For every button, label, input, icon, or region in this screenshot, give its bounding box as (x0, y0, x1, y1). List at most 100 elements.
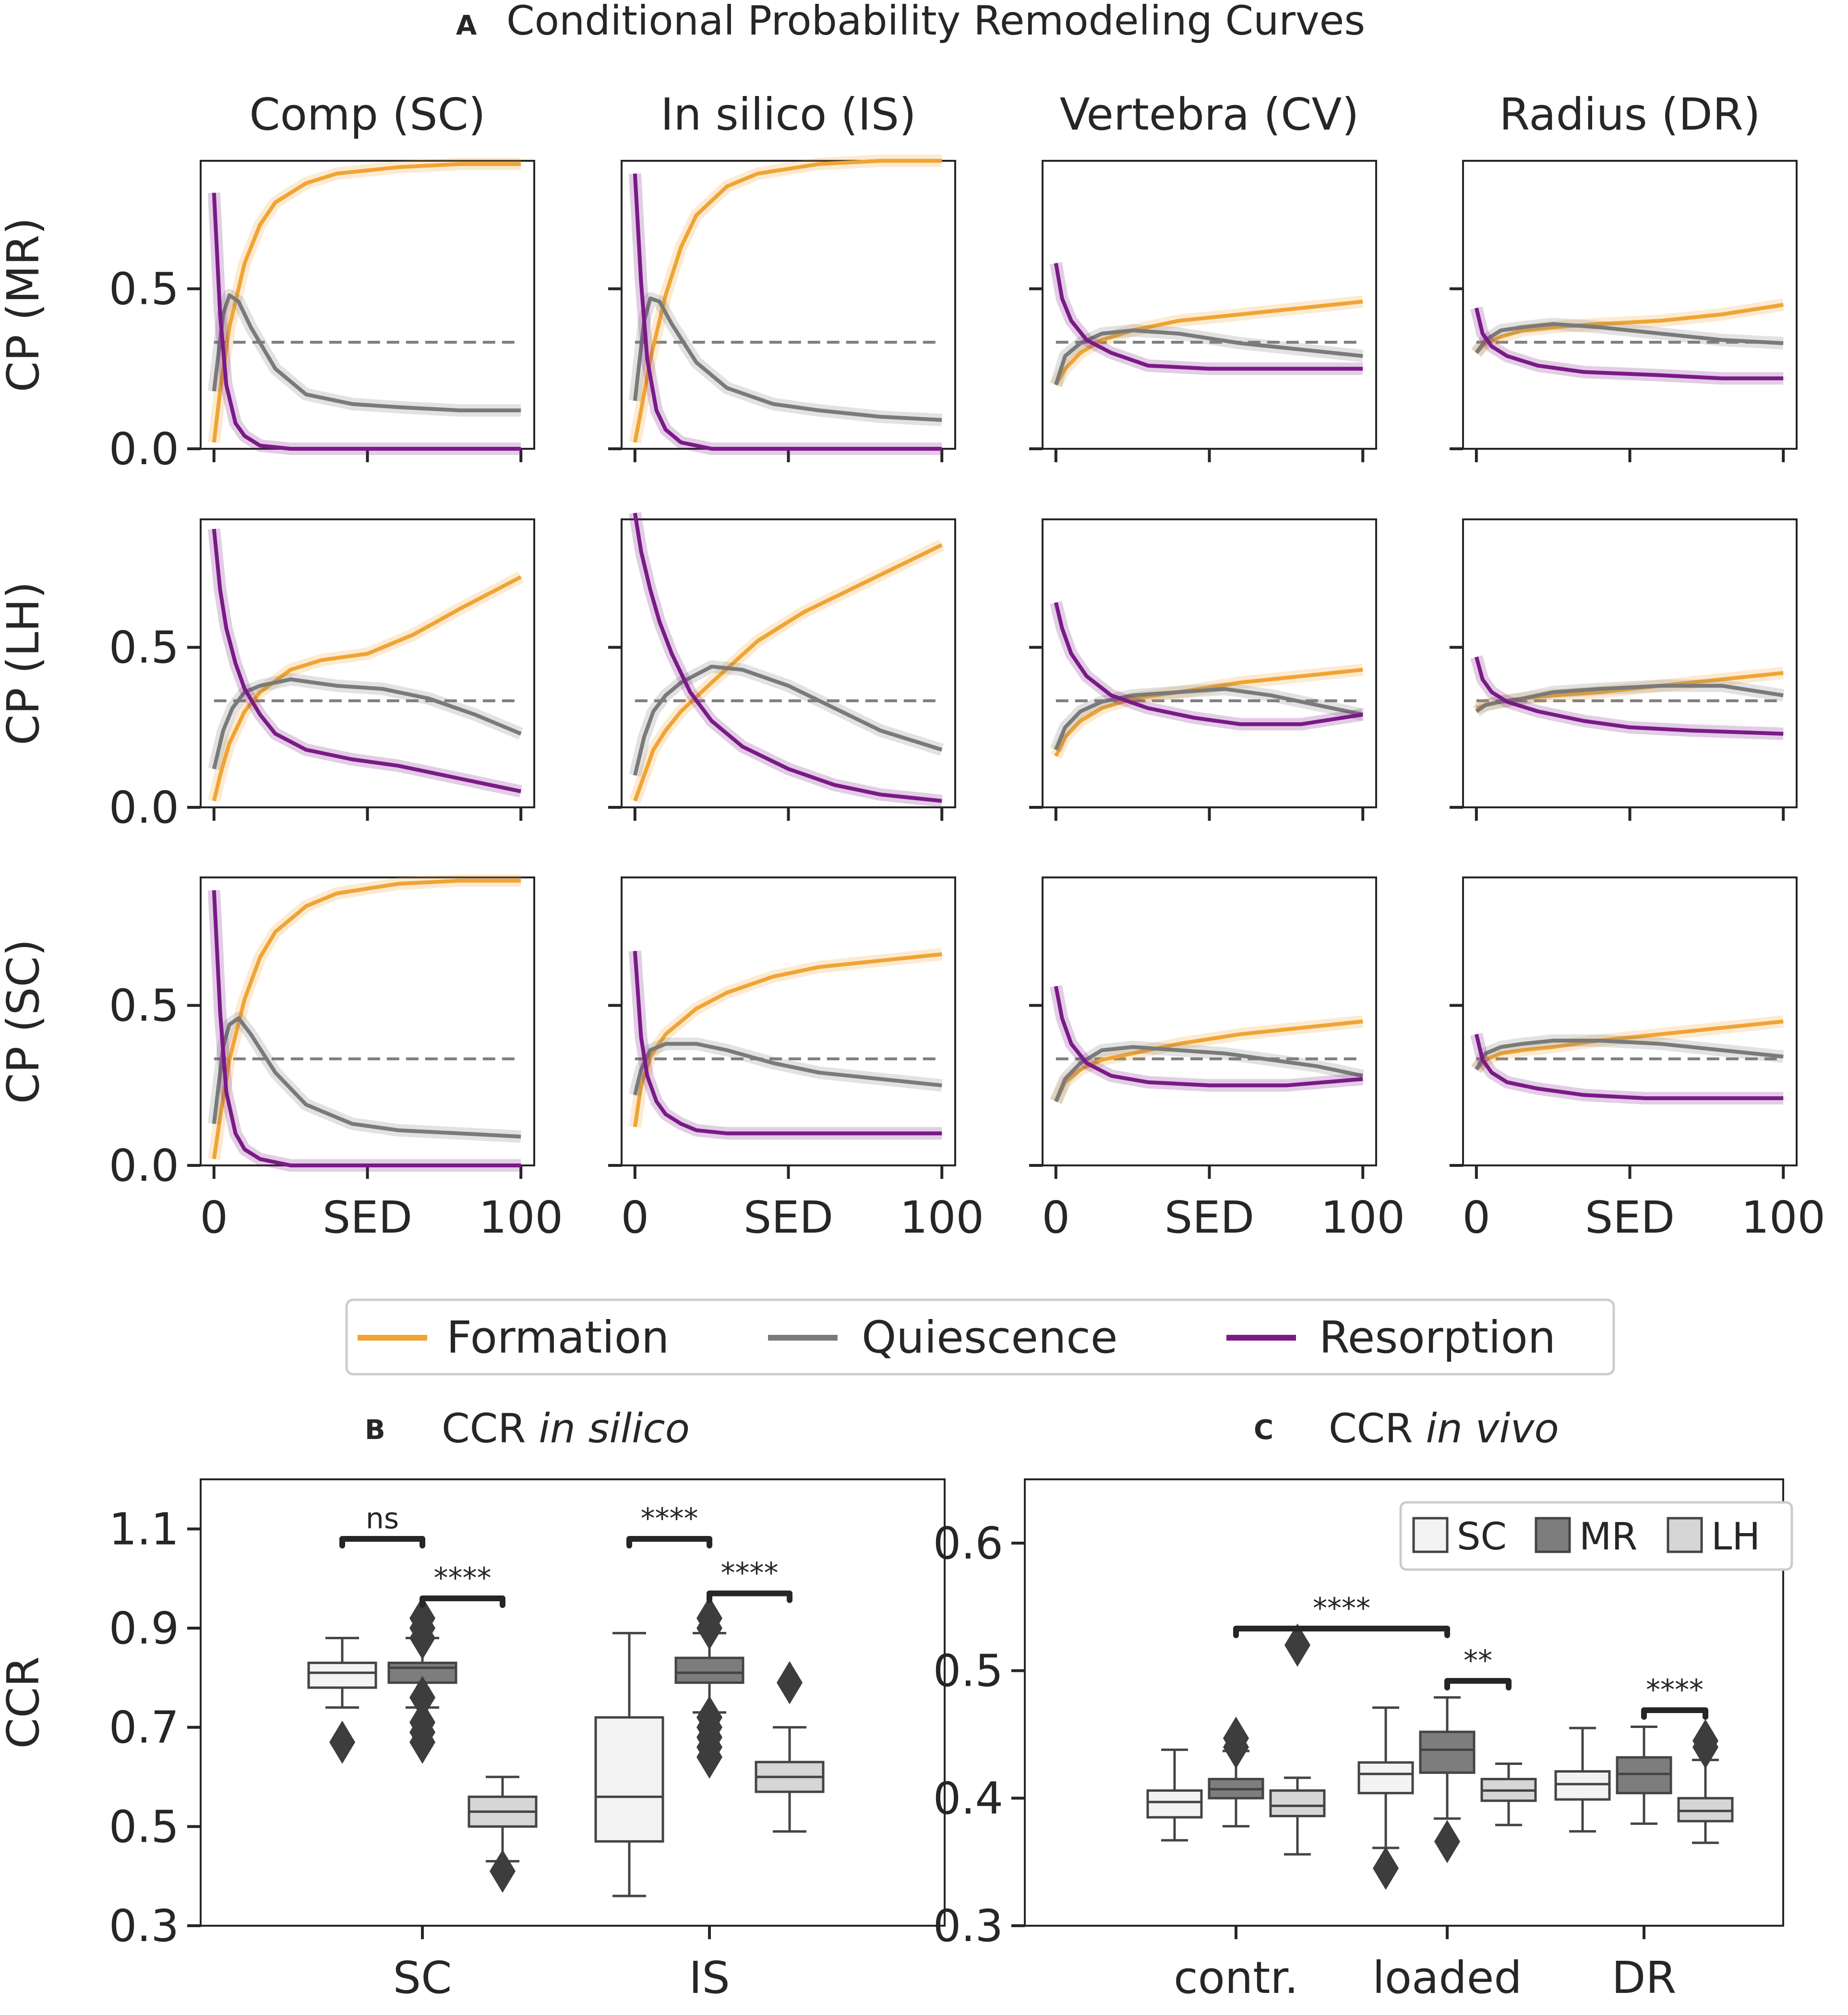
box-body (1357, 1761, 1414, 1795)
x-tick-label: SC (393, 1952, 452, 2003)
bracket-label: ns (366, 1502, 399, 1535)
quiescence-band (207, 289, 521, 417)
resorption-line (212, 890, 521, 1167)
y-tick-label: 0.5 (933, 1645, 1003, 1697)
box-body (307, 1661, 377, 1689)
box-body (674, 1656, 744, 1684)
subplot (608, 155, 956, 462)
x-tick-label: 0 (621, 1192, 649, 1243)
resorption-line (1474, 656, 1784, 736)
box-body (1269, 1789, 1326, 1817)
bracket-label: ** (1464, 1644, 1492, 1678)
box-body (1146, 1789, 1203, 1819)
box-DR-SC (1554, 1727, 1611, 1833)
panel-c-title: CCR in vivo (1329, 1405, 1559, 1452)
significance-bracket: **** (420, 1561, 505, 1608)
y-tick-label: 0.3 (109, 1900, 179, 1952)
box-contr.-SC (1146, 1748, 1203, 1842)
formation-line (633, 543, 943, 802)
flier (1373, 1847, 1399, 1890)
quiescence-line (633, 296, 942, 422)
x-tick-label: SED (323, 1192, 412, 1243)
x-tick-label: 100 (479, 1192, 563, 1243)
flier (1434, 1820, 1460, 1863)
x-tick-label: SED (1585, 1192, 1675, 1243)
subplot: 0.0 0.5 (109, 157, 535, 475)
x-tick-label: 0 (1042, 1192, 1070, 1243)
box-SC-SC (307, 1637, 377, 1764)
subplot: 0 SED 100 (1450, 876, 1825, 1243)
y-tick-label: 1.1 (109, 1503, 179, 1555)
resorption-line (633, 951, 942, 1136)
subplot (1450, 518, 1798, 821)
quiescence-line (1054, 1045, 1364, 1103)
resorption-line (1054, 985, 1363, 1088)
column-title: Vertebra (CV) (1060, 89, 1359, 140)
bracket-line (1444, 1678, 1512, 1691)
panel-c-letter: C (1254, 1415, 1273, 1446)
x-tick-label: SED (1164, 1192, 1254, 1243)
quiescence-line (1475, 1039, 1784, 1070)
significance-bracket: **** (1641, 1673, 1708, 1720)
flier (329, 1720, 355, 1764)
flier (696, 1596, 722, 1640)
panel-a-title: Conditional Probability Remodeling Curve… (506, 0, 1365, 44)
bracket-label: **** (1313, 1592, 1370, 1625)
legend-quiescence-label: Quiescence (862, 1312, 1118, 1363)
formation-line (633, 159, 942, 443)
subplot (1450, 160, 1798, 462)
panel-b-title-italic: in silico (539, 1405, 690, 1452)
resorption-band (628, 512, 943, 807)
flier (1284, 1623, 1310, 1667)
flier (1223, 1716, 1249, 1760)
quiescence-line (633, 664, 943, 776)
box-SC-LH (468, 1775, 538, 1893)
column-title: Comp (SC) (249, 89, 485, 140)
y-tick-label: 0.0 (109, 782, 179, 833)
box-body (1616, 1756, 1672, 1795)
flier (409, 1596, 435, 1640)
panel-a-letter: A (456, 10, 477, 41)
legend-label-sc: SC (1457, 1515, 1507, 1559)
formation-band (207, 874, 521, 1160)
box-SC-MR (387, 1596, 457, 1764)
x-tick-label: IS (689, 1952, 730, 2003)
subplot (1029, 160, 1377, 462)
box-loaded-SC (1357, 1706, 1414, 1890)
subplot-frame (1462, 518, 1798, 808)
flier (777, 1661, 803, 1704)
y-axis-label: CCR (0, 1656, 49, 1749)
row-label: CP (SC) (0, 939, 49, 1103)
bracket-line (1641, 1707, 1708, 1720)
y-tick-label: 0.5 (109, 622, 179, 673)
bracket-line (626, 1536, 712, 1548)
box-IS-MR (674, 1596, 744, 1779)
legend-frame (345, 1298, 1615, 1376)
quiescence-band (207, 1012, 521, 1143)
x-tick-label: 100 (900, 1192, 984, 1243)
resorption-band (207, 528, 522, 798)
box-body (1554, 1770, 1611, 1801)
legend-resorption-label: Resorption (1319, 1312, 1556, 1363)
resorption-line (1474, 1033, 1784, 1100)
box-loaded-LH (1480, 1763, 1537, 1826)
subplot: 0.0 0.5 0 SED 100 (109, 874, 563, 1243)
box-IS-SC (594, 1631, 664, 1897)
quiescence-line (212, 1016, 521, 1139)
significance-bracket: **** (707, 1557, 792, 1603)
legend-swatch-lh (1667, 1517, 1703, 1553)
formation-line (212, 575, 522, 802)
column-title: In silico (IS) (660, 89, 916, 140)
significance-bracket: **** (1233, 1592, 1450, 1638)
x-tick-label: contr. (1174, 1952, 1298, 2003)
formation-line (1475, 1019, 1784, 1071)
box-body (594, 1716, 664, 1843)
flier (409, 1701, 435, 1744)
quiescence-line (1054, 328, 1363, 385)
bracket-label: **** (1646, 1673, 1704, 1707)
formation-line (1054, 668, 1363, 757)
row-label: CP (LH) (0, 581, 49, 745)
y-tick-label: 0.0 (109, 423, 179, 475)
x-tick-label: 100 (1320, 1192, 1405, 1243)
